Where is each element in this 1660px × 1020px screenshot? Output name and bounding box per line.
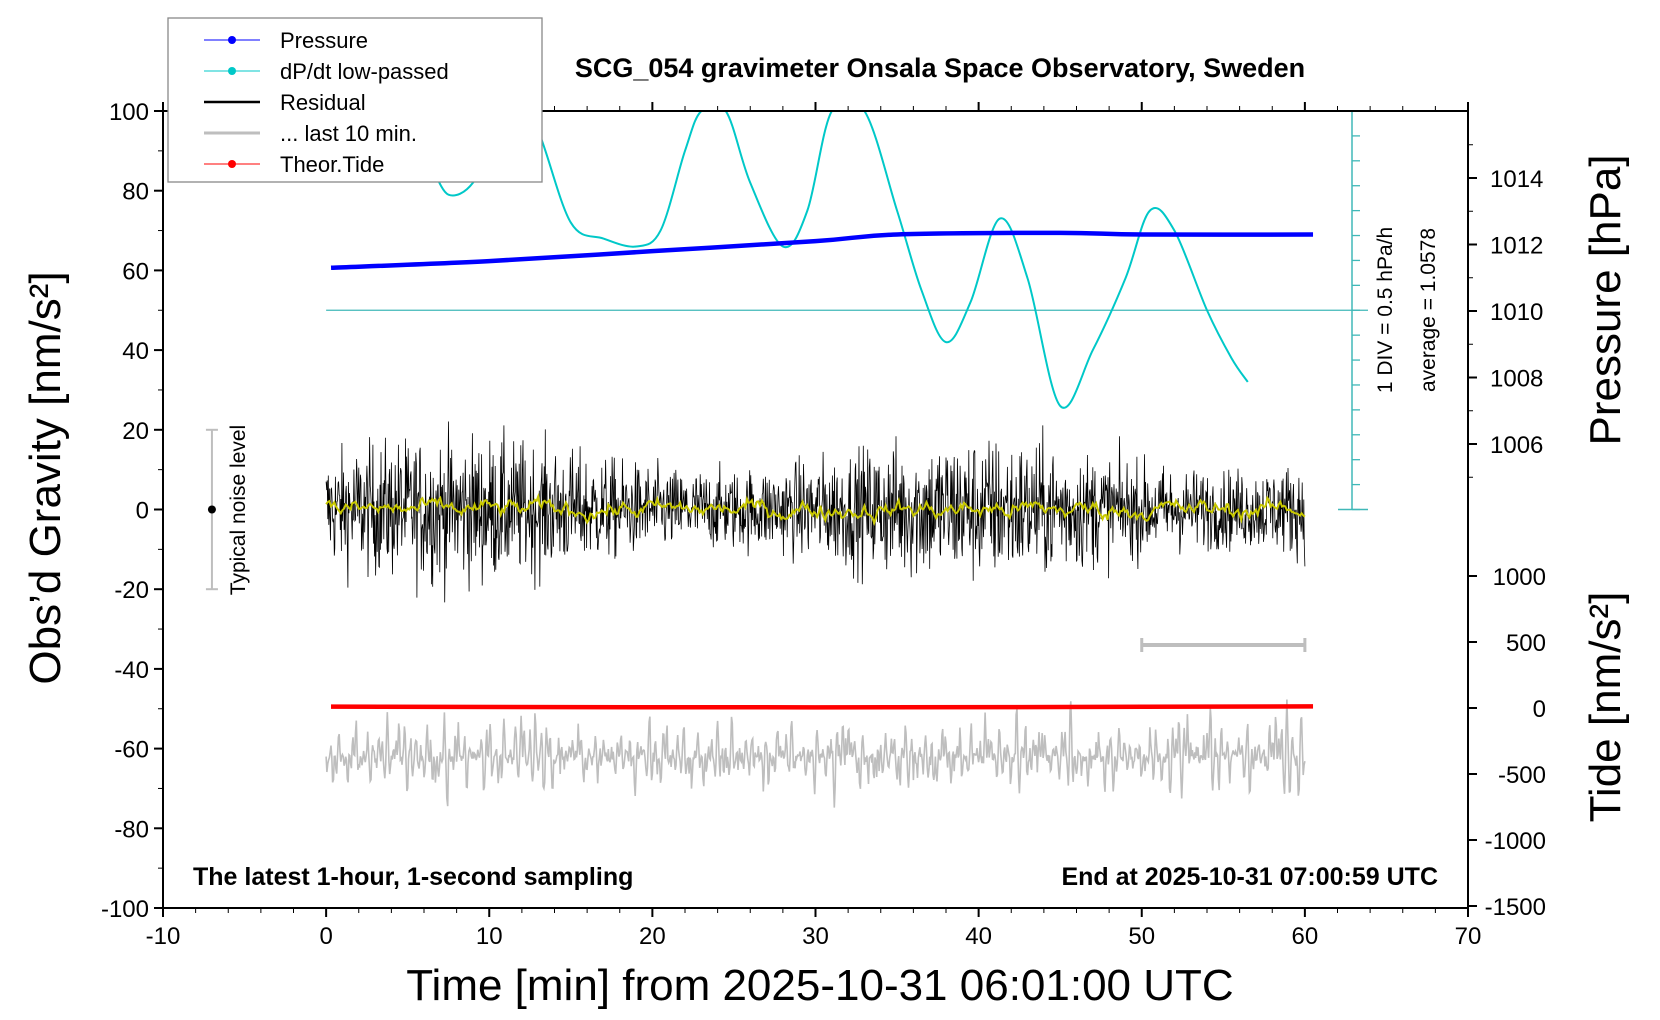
y-tick-label: 60	[122, 258, 149, 285]
residual-line	[325, 421, 1306, 603]
y-tick-label: -40	[114, 657, 149, 684]
x-tick-label: 40	[965, 923, 992, 950]
y-axis-label-tide: Tide [nm/s²]	[1581, 592, 1630, 823]
pressure-tick-label: 1010	[1490, 299, 1543, 326]
pressure-tick-label: 1012	[1490, 233, 1543, 260]
tide-tick-label: -500	[1498, 762, 1546, 789]
pressure-tick-label: 1006	[1490, 432, 1543, 459]
chart-title: SCG_054 gravimeter Onsala Space Observat…	[575, 53, 1305, 83]
x-tick-label: 70	[1455, 923, 1482, 950]
y-tick-label: 0	[136, 498, 149, 525]
y-tick-label: -20	[114, 577, 149, 604]
annotation-sampling: The latest 1-hour, 1-second sampling	[193, 863, 633, 891]
plot-area	[325, 111, 1368, 808]
legend-label: ... last 10 min.	[280, 121, 417, 146]
y-tick-label: 100	[109, 99, 149, 126]
legend: Pressure dP/dt low-passed Residual ... last…	[167, 17, 543, 183]
last-10-min-line	[325, 699, 1306, 808]
y-tick-label: 20	[122, 418, 149, 445]
legend-label: dP/dt low-passed	[280, 59, 449, 84]
legend-box	[167, 17, 543, 183]
pressure-tick-label: 1008	[1490, 366, 1543, 393]
pressure-line	[330, 230, 1314, 271]
y-axis-label-pressure: Pressure [hPa]	[1581, 154, 1630, 445]
noise-level-dot	[207, 505, 216, 514]
tide-tick-label: -1500	[1485, 894, 1546, 921]
tide-tick-label: 1000	[1493, 564, 1546, 591]
legend-swatch-marker	[228, 67, 236, 75]
tide-tick-label: 0	[1533, 696, 1546, 723]
average-label: average = 1.0578	[1417, 228, 1440, 392]
x-tick-label: 0	[319, 923, 332, 950]
legend-label: Theor.Tide	[280, 152, 384, 177]
y-axis-label-left: Obs’d Gravity [nm/s²]	[21, 271, 70, 684]
x-tick-label: 50	[1128, 923, 1155, 950]
legend-label: Pressure	[280, 28, 368, 53]
y-tick-label: 80	[122, 179, 149, 206]
noise-level-label: Typical noise level	[227, 425, 250, 595]
tide-tick-label: -1000	[1485, 828, 1546, 855]
x-axis-label: Time [min] from 2025-10-31 06:01:00 UTC	[406, 961, 1233, 1010]
annotation-end-time: End at 2025-10-31 07:00:59 UTC	[1061, 863, 1438, 891]
dpdt-line	[431, 111, 1249, 409]
x-tick-label: 30	[802, 923, 829, 950]
theor-tide-line	[331, 704, 1314, 710]
div-label: 1 DIV = 0.5 hPa/h	[1374, 227, 1397, 393]
y-tick-label: -100	[101, 896, 149, 923]
y-tick-label: -80	[114, 816, 149, 843]
y-tick-label: -60	[114, 737, 149, 764]
tide-tick-label: 500	[1506, 630, 1546, 657]
legend-swatch-marker	[228, 36, 236, 44]
residual-smoothed-line	[325, 492, 1306, 527]
x-tick-label: -10	[146, 923, 181, 950]
x-tick-label: 60	[1292, 923, 1319, 950]
legend-label: Residual	[280, 90, 366, 115]
x-tick-label: 20	[639, 923, 666, 950]
x-tick-label: 10	[476, 923, 503, 950]
y-tick-label: 40	[122, 338, 149, 365]
pressure-tick-label: 1014	[1490, 166, 1543, 193]
legend-swatch-marker	[228, 160, 236, 168]
